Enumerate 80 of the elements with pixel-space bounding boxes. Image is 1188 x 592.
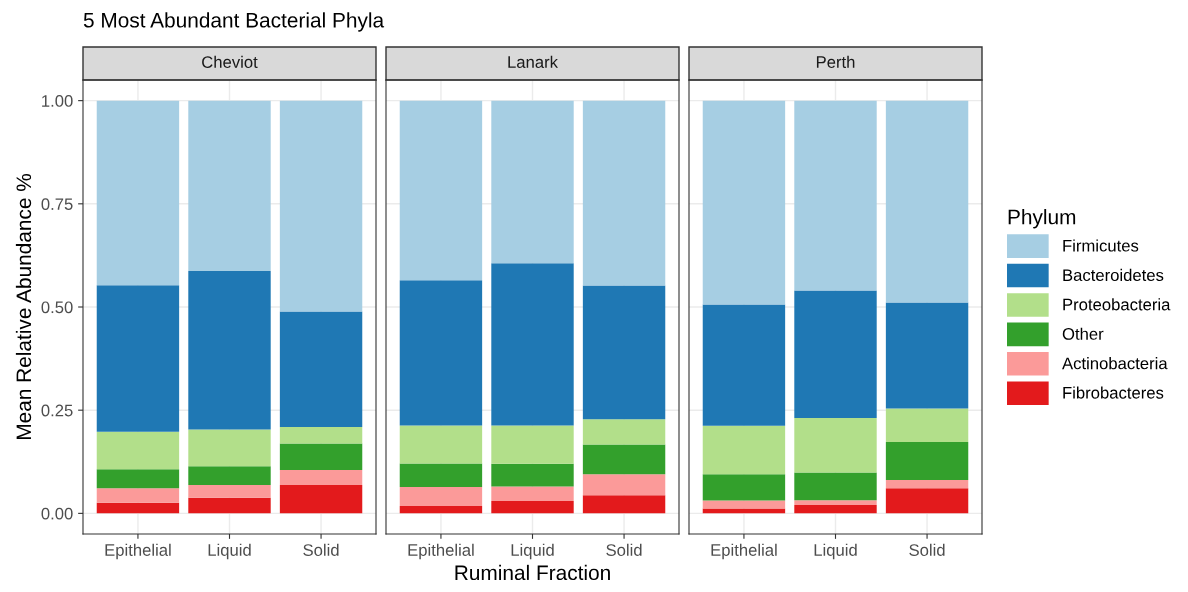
bar: [582, 419, 666, 445]
bar: [491, 100, 574, 264]
x-tick-label: Epithelial: [408, 543, 474, 560]
legend-label: Fibrobacteres: [1063, 386, 1164, 399]
bar: [794, 472, 877, 501]
bar: [582, 474, 666, 496]
bar: [702, 304, 786, 426]
x-tick-label: Solid: [909, 543, 945, 556]
bar: [96, 100, 180, 286]
bar: [794, 500, 877, 506]
bar: [279, 443, 363, 471]
x-tick-label: Liquid: [511, 543, 554, 560]
bar: [399, 280, 483, 426]
bar: [188, 497, 271, 514]
bar: [885, 302, 969, 409]
bar: [96, 488, 180, 503]
x-tick-label: Liquid: [814, 543, 857, 560]
bar: [702, 508, 786, 514]
x-tick-label: Epithelial: [105, 543, 171, 560]
bar: [96, 431, 180, 470]
chart-title: 5 Most Abundant Bacterial Phyla: [83, 12, 385, 32]
bar: [188, 271, 271, 430]
bar: [582, 100, 666, 286]
bar: [702, 100, 786, 305]
bar: [279, 311, 363, 428]
bar: [794, 418, 877, 473]
bar: [399, 425, 483, 464]
y-tick-label: 0.25: [41, 404, 73, 417]
legend-label: Bacteroidetes: [1063, 268, 1164, 282]
y-tick-label: 0.75: [41, 198, 73, 211]
x-tick-label: Liquid: [208, 543, 251, 560]
x-tick-label: Epithelial: [711, 543, 777, 560]
bar: [794, 100, 877, 291]
x-tick-label: Solid: [606, 543, 642, 556]
bar: [702, 474, 786, 501]
legend-label: Actinobacteria: [1062, 357, 1168, 370]
bar: [279, 470, 363, 485]
bar: [885, 100, 969, 303]
bar: [96, 469, 180, 489]
bar: [491, 425, 574, 464]
bar: [794, 290, 877, 419]
bar: [702, 425, 786, 475]
bar: [188, 466, 271, 485]
bar: [885, 488, 969, 514]
x-axis-title: Ruminal Fraction: [455, 564, 610, 581]
bar: [96, 502, 180, 514]
bar: [279, 484, 363, 514]
legend-label: Firmicutes: [1063, 239, 1139, 252]
y-tick-label: 1.00: [42, 95, 73, 107]
bar: [582, 495, 666, 514]
bar: [582, 285, 666, 420]
y-tick-label: 0.00: [41, 507, 73, 520]
bar: [399, 463, 483, 487]
bar: [399, 100, 483, 281]
bar: [399, 505, 483, 514]
bar: [885, 441, 969, 480]
y-tick-label: 0.50: [41, 301, 73, 314]
chart-subtitle: Lanark: [508, 55, 559, 68]
bar: [491, 486, 574, 501]
bar: [491, 263, 574, 426]
bar: [885, 479, 969, 489]
bar: [188, 100, 271, 272]
legend-label: Other: [1062, 327, 1104, 340]
bar: [582, 444, 666, 475]
x-tick-label: Solid: [303, 543, 339, 556]
bar: [279, 100, 363, 312]
bar: [885, 408, 969, 442]
bar: [399, 486, 483, 506]
bar: [491, 500, 574, 514]
bar: [188, 429, 271, 467]
y-axis-title: Mean Relative Abundance %: [15, 173, 32, 440]
bar: [491, 463, 574, 487]
bar: [279, 427, 363, 444]
chart-subtitle: Perth: [816, 55, 855, 68]
bar: [188, 484, 271, 498]
bar: [96, 285, 180, 432]
chart-subtitle: Cheviot: [202, 55, 258, 68]
legend-label: Proteobacteria: [1063, 298, 1171, 311]
legend-title: Phylum: [1008, 209, 1076, 229]
bar: [794, 505, 877, 514]
